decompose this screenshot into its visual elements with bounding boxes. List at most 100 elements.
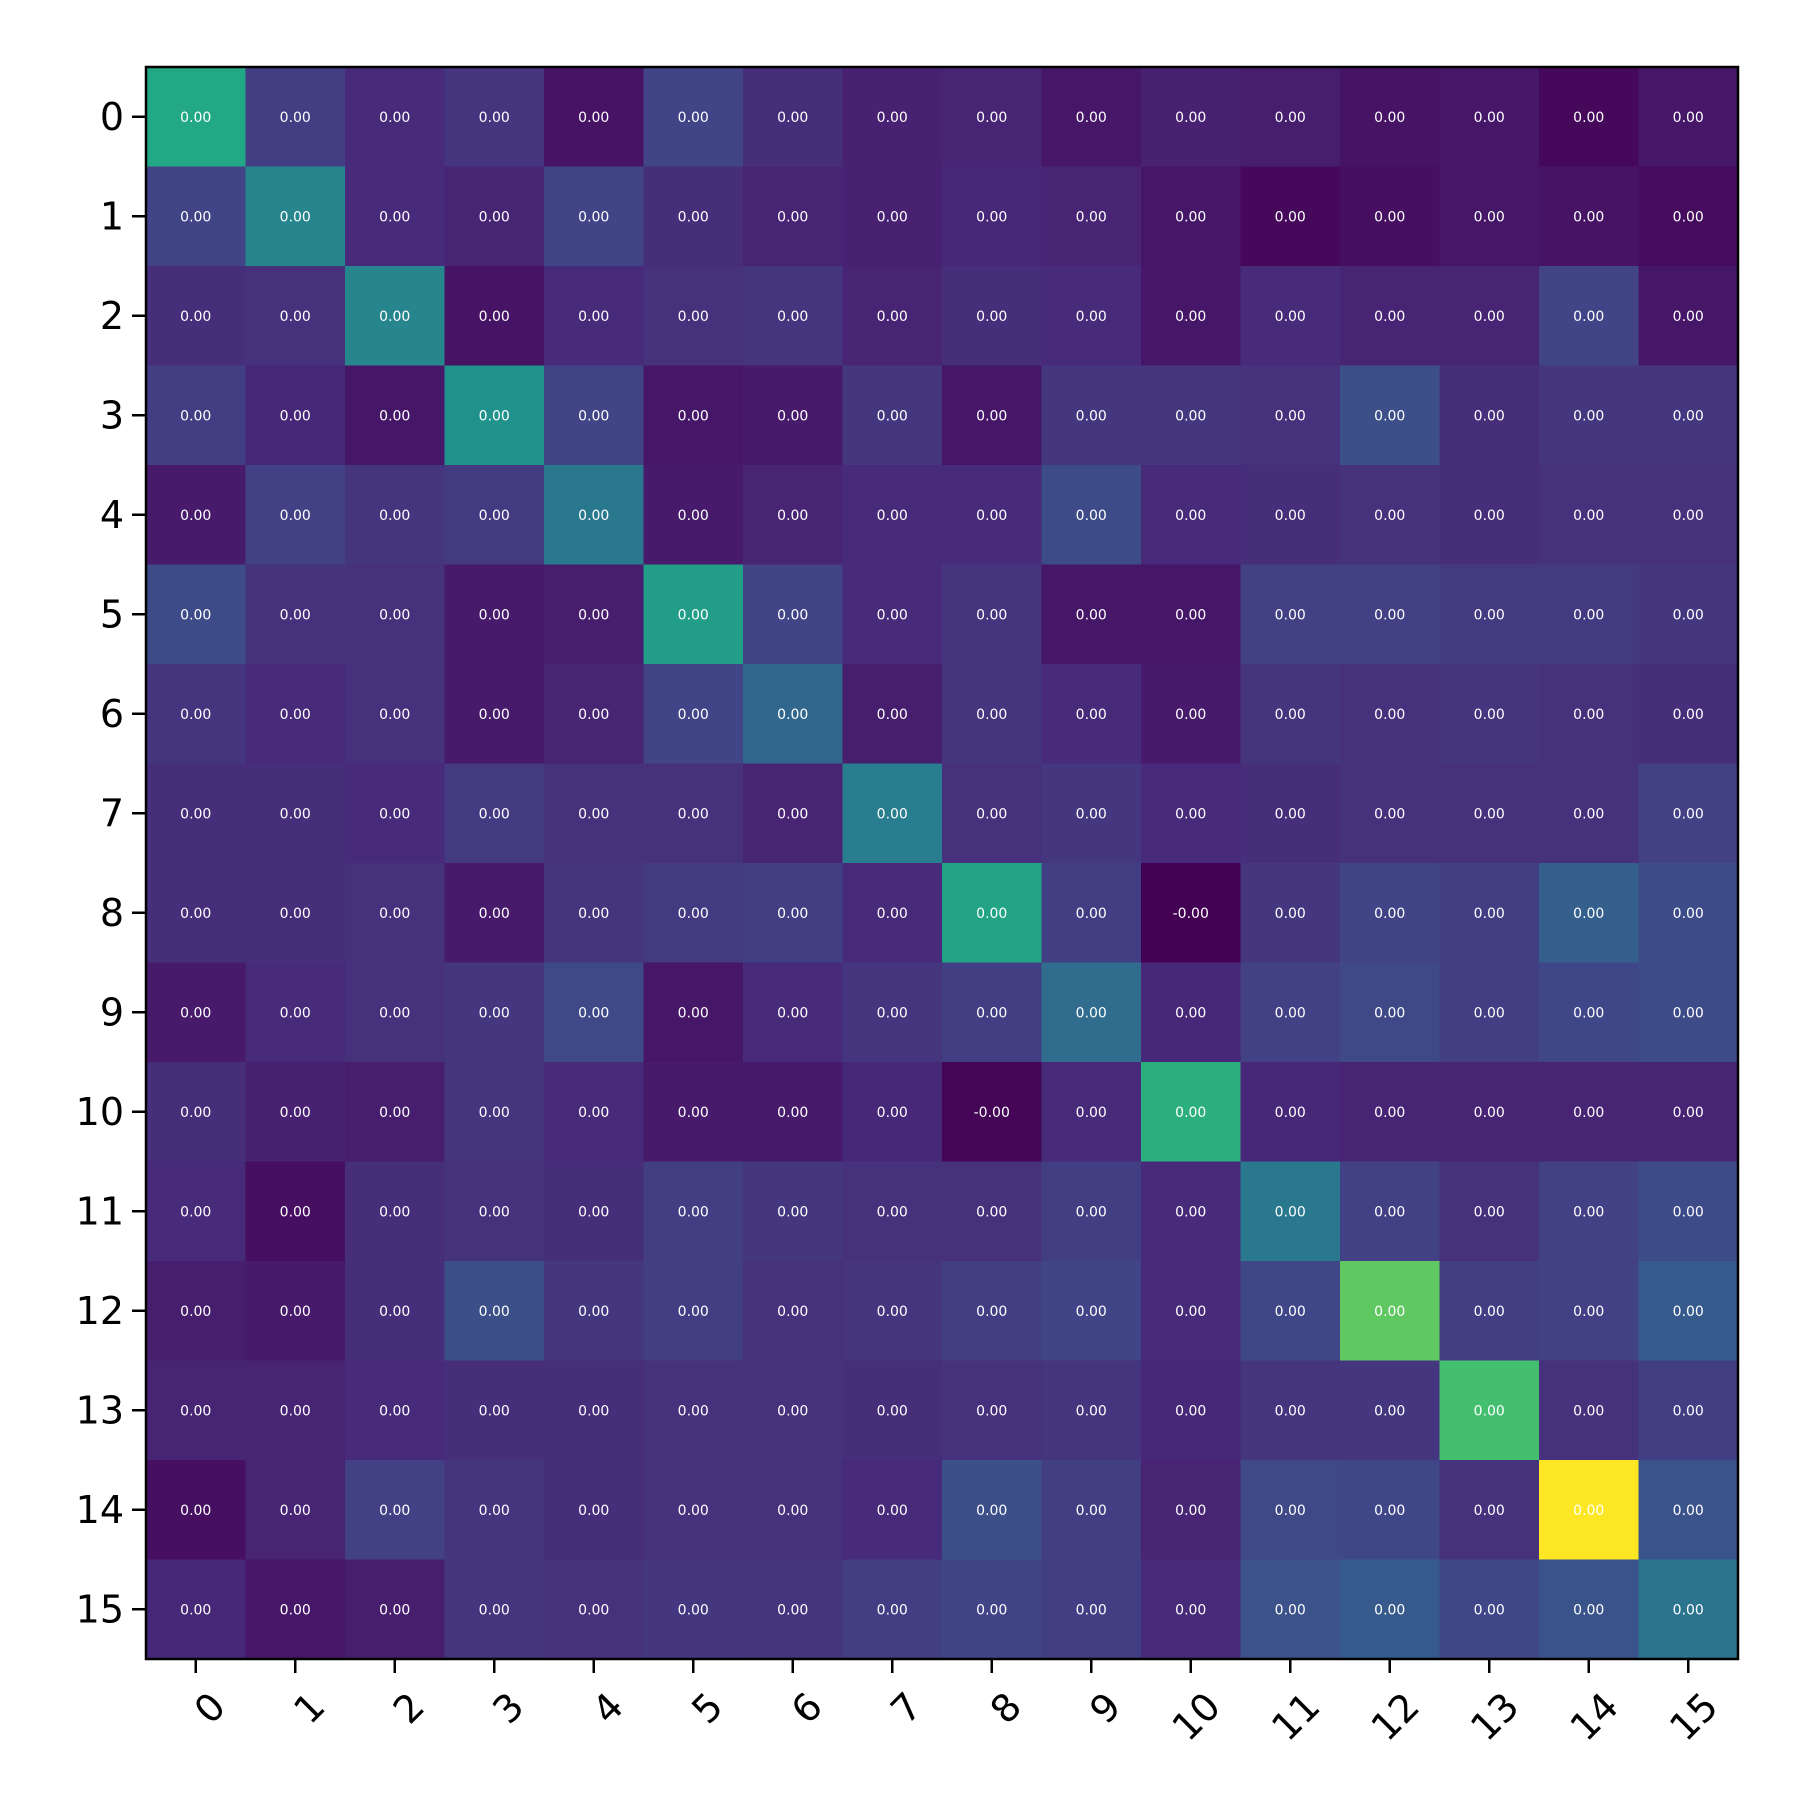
- heatmap-cell: [544, 1360, 645, 1461]
- heatmap-cell: [146, 1161, 247, 1262]
- cell-value-label: 0.00: [1175, 110, 1206, 126]
- heatmap-cell: [1240, 465, 1341, 566]
- heatmap-cell: [1041, 266, 1142, 367]
- heatmap-cell: [1539, 465, 1640, 566]
- cell-value-label: 0.00: [678, 1503, 709, 1519]
- cell-value-label: 0.00: [578, 309, 609, 325]
- x-tick-label: 1: [285, 1684, 333, 1732]
- heatmap-cell: [1240, 863, 1341, 964]
- heatmap-cell: [1638, 166, 1739, 267]
- heatmap-cell: [1141, 962, 1242, 1063]
- heatmap-cell: [544, 962, 645, 1063]
- heatmap-cell: [544, 166, 645, 267]
- heatmap-cell: [643, 1261, 744, 1362]
- heatmap-cell: [544, 266, 645, 367]
- heatmap-cell: [444, 1559, 545, 1660]
- cell-value-label: 0.00: [777, 408, 808, 424]
- cell-value-label: 0.00: [1275, 1204, 1306, 1220]
- heatmap-cell: [643, 962, 744, 1063]
- heatmap-cell: [1340, 166, 1441, 267]
- cell-value-label: 0.00: [1474, 906, 1505, 922]
- cell-value-label: 0.00: [1076, 1304, 1107, 1320]
- cell-value-label: 0.00: [1573, 110, 1604, 126]
- cell-value-label: 0.00: [1573, 1304, 1604, 1320]
- cell-value-label: 0.00: [1673, 1403, 1704, 1419]
- cell-value-label: 0.00: [1474, 1105, 1505, 1121]
- heatmap-cell: [1141, 1360, 1242, 1461]
- cell-value-label: 0.00: [1175, 806, 1206, 822]
- cell-value-label: 0.00: [777, 906, 808, 922]
- x-tick-label: 15: [1661, 1684, 1726, 1749]
- heatmap-cell: [743, 166, 844, 267]
- cell-value-label: 0.00: [678, 1204, 709, 1220]
- cell-value-label: 0.00: [1275, 309, 1306, 325]
- heatmap-cell: [245, 1161, 346, 1262]
- x-tick-label: 10: [1164, 1684, 1229, 1749]
- cell-value-label: 0.00: [777, 209, 808, 225]
- heatmap-cell: [942, 266, 1043, 367]
- cell-value-label: 0.00: [1474, 110, 1505, 126]
- heatmap-cell: [1439, 67, 1540, 168]
- cell-value-label: 0.00: [976, 1204, 1007, 1220]
- cell-value-label: 0.00: [1374, 408, 1405, 424]
- cell-value-label: 0.00: [1374, 1005, 1405, 1021]
- heatmap-cell: [1439, 962, 1540, 1063]
- cell-value-label: 0.00: [1076, 508, 1107, 524]
- heatmap-cell: [1439, 1161, 1540, 1262]
- heatmap-cell: [1141, 564, 1242, 665]
- heatmap-cell: [643, 266, 744, 367]
- cell-value-label: 0.00: [1275, 1602, 1306, 1618]
- heatmap-cell: [1041, 564, 1142, 665]
- cell-value-label: 0.00: [180, 408, 211, 424]
- x-tick-label: 14: [1562, 1684, 1627, 1749]
- heatmap-cell: [146, 365, 247, 466]
- heatmap-cell: [1141, 166, 1242, 267]
- heatmap-cell: [1240, 1559, 1341, 1660]
- heatmap-cell: [1539, 1261, 1640, 1362]
- heatmap-cell: [942, 1161, 1043, 1262]
- y-tick-label: 10: [76, 1090, 124, 1134]
- heatmap-cell: [544, 863, 645, 964]
- cell-value-label: 0.00: [479, 1304, 510, 1320]
- cell-value-label: 0.00: [180, 1403, 211, 1419]
- heatmap-cell: [444, 1360, 545, 1461]
- heatmap-cell: [544, 1460, 645, 1561]
- heatmap-cell: [345, 664, 446, 765]
- cell-value-label: 0.00: [1275, 209, 1306, 225]
- heatmap-cell: [842, 266, 943, 367]
- heatmap-cell: [1240, 763, 1341, 864]
- heatmap-cell: [743, 365, 844, 466]
- cell-value-label: 0.00: [1374, 209, 1405, 225]
- heatmap-cell: [345, 266, 446, 367]
- cell-value-label: 0.00: [1573, 1602, 1604, 1618]
- cell-value-label: 0.00: [379, 1304, 410, 1320]
- cell-value-label: 0.00: [1474, 607, 1505, 623]
- cell-value-label: 0.00: [1175, 707, 1206, 723]
- cell-value-label: 0.00: [1275, 806, 1306, 822]
- heatmap-cell: [345, 1360, 446, 1461]
- cell-value-label: 0.00: [976, 508, 1007, 524]
- cell-value-label: 0.00: [180, 1304, 211, 1320]
- heatmap-cell: [942, 763, 1043, 864]
- heatmap-cell: [1340, 1360, 1441, 1461]
- heatmap-cell: [544, 1559, 645, 1660]
- cell-value-label: 0.00: [877, 1304, 908, 1320]
- heatmap-cell: [1439, 1559, 1540, 1660]
- heatmap-cell: [146, 863, 247, 964]
- heatmap-cell: [1240, 67, 1341, 168]
- cell-value-label: 0.00: [479, 1503, 510, 1519]
- y-tick-label: 15: [76, 1587, 124, 1631]
- heatmap-cell: [1141, 465, 1242, 566]
- cell-value-label: 0.00: [1573, 1105, 1604, 1121]
- heatmap-cell: [146, 1360, 247, 1461]
- cell-value-label: 0.00: [379, 110, 410, 126]
- heatmap-cell: [842, 365, 943, 466]
- cell-value-label: 0.00: [379, 1105, 410, 1121]
- heatmap-cell: [1638, 465, 1739, 566]
- cell-value-label: 0.00: [1076, 1403, 1107, 1419]
- y-tick-label: 6: [100, 692, 124, 736]
- cell-value-label: 0.00: [1374, 110, 1405, 126]
- heatmap-cell: [643, 564, 744, 665]
- cell-value-label: 0.00: [877, 508, 908, 524]
